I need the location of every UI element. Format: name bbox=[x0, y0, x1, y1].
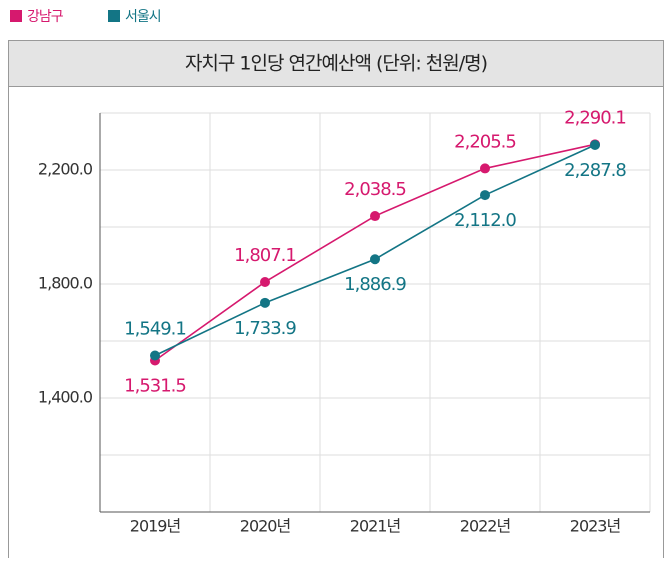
data-label: 2,290.1 bbox=[564, 107, 626, 128]
x-tick-label: 2022년 bbox=[460, 517, 511, 536]
data-label: 2,112.0 bbox=[454, 210, 516, 231]
data-label: 2,038.5 bbox=[344, 179, 406, 200]
y-tick-label: 1,400.0 bbox=[38, 388, 93, 407]
legend-swatch bbox=[10, 10, 22, 22]
data-label: 1,531.5 bbox=[124, 376, 186, 397]
data-point bbox=[260, 297, 270, 308]
data-label: 2,287.8 bbox=[564, 160, 626, 181]
legend-label: 강남구 bbox=[27, 9, 64, 25]
legend-label: 서울시 bbox=[125, 9, 161, 25]
frame bbox=[8, 40, 664, 562]
title-box bbox=[8, 40, 664, 87]
data-label: 1,886.9 bbox=[344, 274, 406, 295]
data-point bbox=[260, 276, 270, 287]
data-point bbox=[480, 190, 490, 201]
y-tick-label: 2,200.0 bbox=[38, 160, 93, 179]
x-tick-label: 2019년 bbox=[130, 517, 181, 536]
data-label: 1,733.9 bbox=[234, 318, 296, 339]
x-tick-label: 2023년 bbox=[570, 517, 621, 536]
data-point bbox=[590, 139, 600, 150]
data-label: 1,549.1 bbox=[124, 319, 186, 340]
data-point bbox=[150, 350, 160, 361]
data-point bbox=[370, 211, 380, 222]
chart-title: 자치구 1인당 연간예산액 (단위: 천원/명) bbox=[185, 53, 487, 75]
data-label: 1,807.1 bbox=[234, 245, 296, 266]
legend-swatch bbox=[108, 10, 120, 22]
x-tick-label: 2020년 bbox=[240, 517, 291, 536]
x-tick-label: 2021년 bbox=[350, 517, 401, 536]
data-point bbox=[480, 163, 490, 174]
data-point bbox=[370, 254, 380, 265]
data-label: 2,205.5 bbox=[454, 131, 516, 152]
y-tick-label: 1,800.0 bbox=[38, 274, 93, 293]
